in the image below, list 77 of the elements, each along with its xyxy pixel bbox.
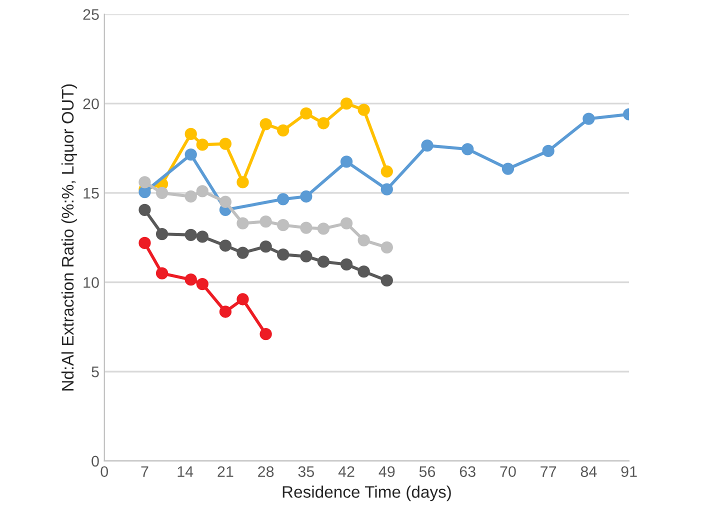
- y-tick-label: 10: [84, 277, 99, 288]
- point: [236, 176, 249, 188]
- point: [196, 138, 208, 151]
- point: [277, 193, 290, 206]
- point: [184, 274, 197, 286]
- point: [277, 124, 290, 136]
- point: [300, 222, 312, 234]
- point: [219, 240, 232, 252]
- x-tick-label: 35: [298, 466, 314, 478]
- point: [156, 267, 168, 280]
- point: [317, 117, 330, 130]
- point: [462, 143, 474, 156]
- point: [156, 228, 168, 240]
- x-axis-title: Residence Time (days): [282, 486, 451, 502]
- point: [340, 217, 353, 230]
- x-tick-label: 28: [258, 466, 274, 478]
- point: [184, 128, 197, 140]
- x-tick-label: 7: [141, 466, 148, 477]
- point: [380, 165, 393, 178]
- point: [358, 265, 370, 278]
- x-tick-label: 63: [460, 466, 476, 478]
- point: [138, 236, 151, 250]
- point: [138, 204, 151, 216]
- x-tick-label: 42: [338, 466, 354, 477]
- point: [380, 183, 393, 196]
- point: [582, 112, 595, 125]
- x-tick-label: 0: [100, 466, 108, 478]
- point: [502, 162, 514, 175]
- x-tick-label: 77: [540, 466, 556, 477]
- point: [219, 196, 232, 208]
- point: [236, 246, 249, 259]
- point: [380, 274, 393, 287]
- point: [236, 217, 249, 230]
- point: [317, 222, 330, 235]
- point: [277, 219, 290, 232]
- point: [421, 140, 434, 152]
- point: [358, 104, 370, 116]
- point: [340, 98, 353, 110]
- point: [236, 293, 249, 306]
- point: [260, 328, 272, 340]
- point: [196, 185, 208, 198]
- point: [184, 148, 197, 161]
- point: [219, 306, 232, 318]
- x-tick-label: 91: [621, 466, 637, 478]
- point: [184, 228, 197, 241]
- point: [340, 258, 353, 270]
- y-tick-label: 25: [83, 9, 99, 20]
- point: [260, 118, 272, 130]
- point: [196, 230, 208, 243]
- point: [156, 186, 168, 200]
- point: [184, 190, 197, 203]
- y-tick-label: 0: [92, 456, 99, 467]
- point: [196, 278, 208, 290]
- y-axis-title: Nd:Al Extraction Ratio (%:%, Liquor OUT): [61, 84, 77, 390]
- x-tick-label: 84: [580, 466, 597, 478]
- point: [277, 248, 290, 261]
- x-tick-label: 49: [378, 466, 395, 478]
- point: [300, 250, 312, 262]
- y-tick-label: 5: [92, 366, 99, 378]
- point: [300, 107, 312, 120]
- point: [380, 241, 393, 254]
- point: [138, 176, 151, 188]
- point: [219, 138, 232, 150]
- point: [358, 234, 370, 246]
- point: [260, 240, 272, 253]
- x-tick-label: 70: [500, 466, 516, 478]
- point: [138, 186, 151, 198]
- point: [340, 156, 353, 168]
- x-tick-label: 21: [218, 466, 234, 477]
- point: [542, 144, 554, 158]
- x-tick-label: 14: [178, 466, 194, 477]
- point: [260, 215, 272, 228]
- y-tick-label: 20: [83, 98, 99, 110]
- point: [300, 190, 312, 203]
- y-tick-label: 15: [84, 188, 99, 199]
- point: [317, 256, 330, 268]
- x-tick-label: 56: [419, 466, 436, 478]
